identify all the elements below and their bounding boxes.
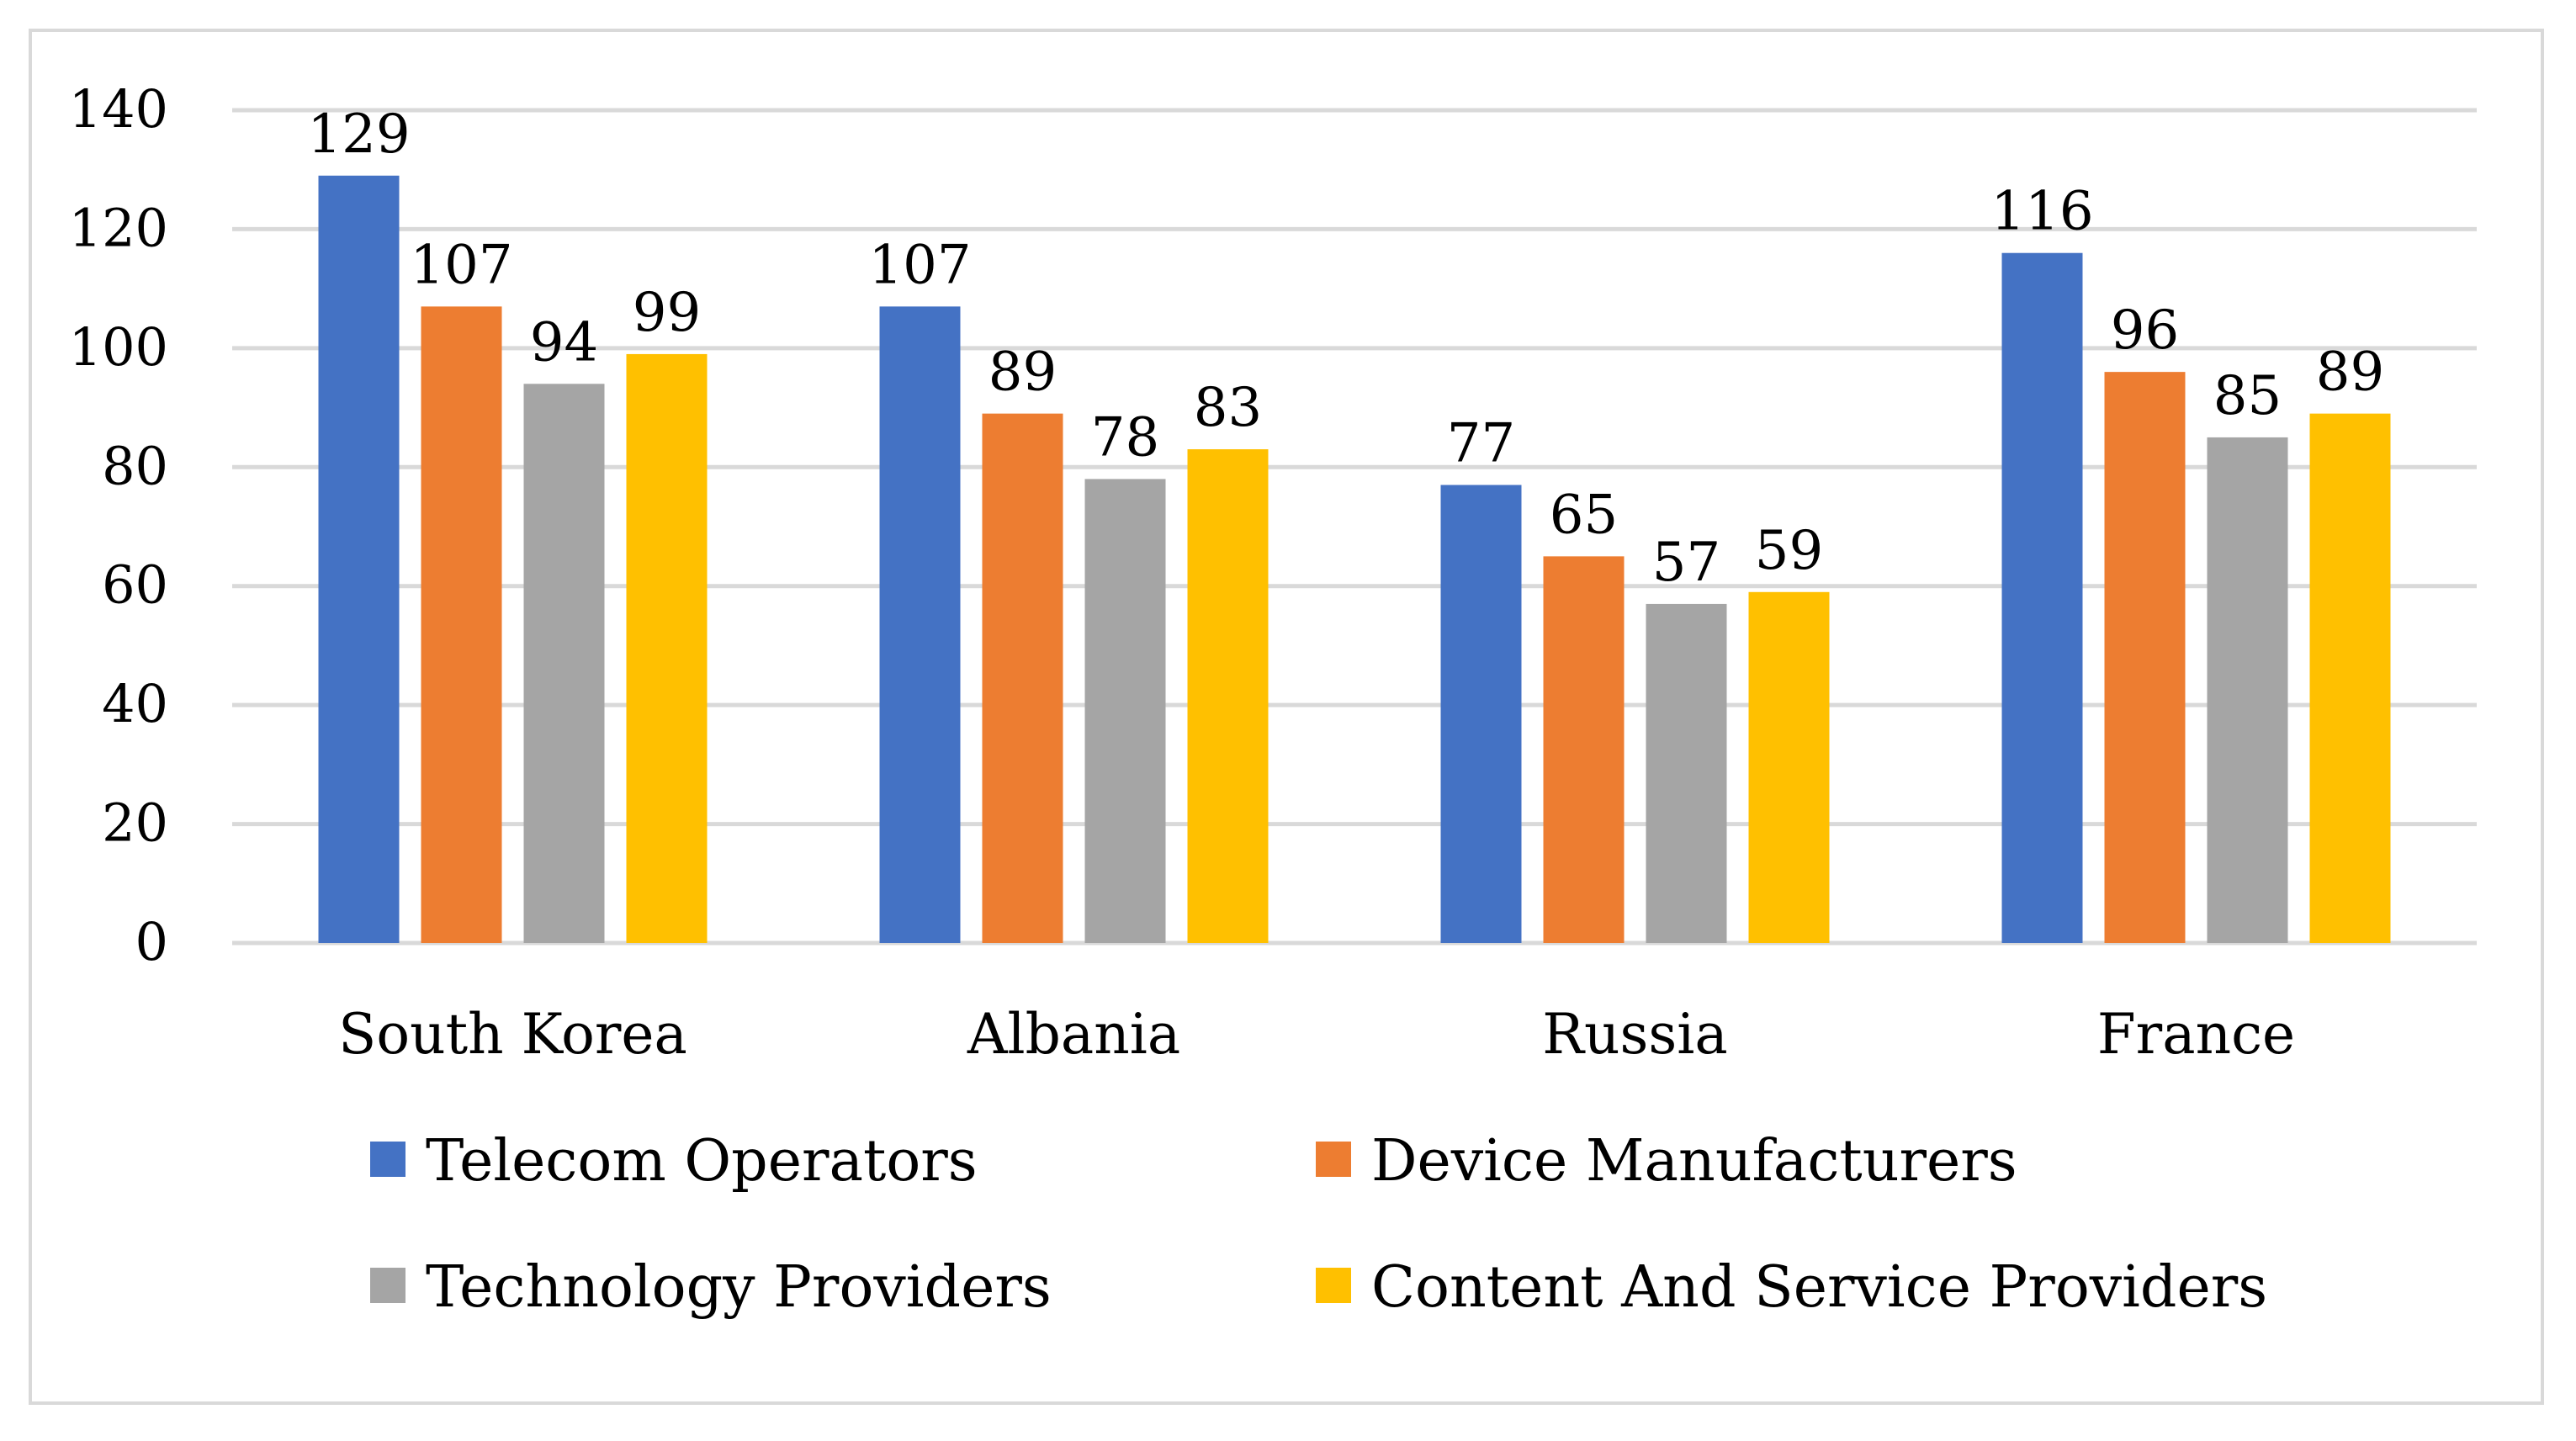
legend-swatch — [1316, 1268, 1351, 1303]
legend-label: Content And Service Providers — [1371, 1254, 2267, 1321]
y-tick-label: 40 — [102, 673, 168, 734]
data-label: 116 — [1990, 181, 2093, 243]
x-category-label: South Korea — [338, 1002, 687, 1067]
x-category-label: Russia — [1542, 1002, 1727, 1067]
data-label: 65 — [1550, 484, 1618, 546]
bar-russia-device-manufacturers — [1543, 556, 1625, 943]
bar-south-korea-content-and-service-providers — [626, 353, 708, 943]
data-label: 85 — [2213, 365, 2282, 427]
data-label: 96 — [2111, 299, 2179, 362]
bar-russia-technology-providers — [1646, 603, 1727, 943]
bar-france-content-and-service-providers — [2309, 413, 2391, 944]
bar-albania-content-and-service-providers — [1187, 449, 1269, 943]
legend-swatch — [1316, 1142, 1351, 1177]
y-tick-label: 20 — [102, 792, 168, 854]
bar-france-device-manufacturers — [2104, 372, 2186, 944]
bar-albania-device-manufacturers — [982, 413, 1063, 944]
bar-albania-telecom-operators — [879, 306, 961, 943]
data-label: 78 — [1091, 406, 1159, 469]
bar-russia-telecom-operators — [1440, 485, 1522, 943]
data-label: 129 — [307, 103, 410, 166]
y-tick-label: 60 — [102, 554, 168, 616]
x-category-label: France — [2097, 1002, 2295, 1067]
data-label: 107 — [868, 234, 971, 296]
data-label: 77 — [1447, 413, 1515, 475]
bars — [318, 175, 2391, 944]
data-label: 94 — [530, 311, 598, 373]
x-axis-category-labels: South Korea Albania Russia France — [338, 1002, 2295, 1067]
x-category-label: Albania — [967, 1002, 1180, 1067]
data-label: 89 — [989, 342, 1057, 404]
data-label: 57 — [1652, 532, 1720, 594]
y-tick-label: 120 — [69, 197, 168, 258]
bar-south-korea-technology-providers — [523, 384, 605, 943]
y-tick-label: 140 — [69, 78, 168, 140]
data-labels: 129 107 94 99 107 89 78 83 77 65 57 59 116 96 85 89 — [307, 103, 2384, 594]
bar-france-telecom-operators — [2001, 252, 2083, 943]
gridlines — [232, 108, 2477, 946]
legend-swatch — [370, 1142, 405, 1177]
legend-label: Technology Providers — [426, 1254, 1052, 1321]
y-tick-label: 80 — [102, 435, 168, 496]
bar-france-technology-providers — [2207, 437, 2288, 943]
legend-label: Device Manufacturers — [1371, 1128, 2017, 1195]
data-label: 83 — [1194, 377, 1262, 439]
legend-label: Telecom Operators — [426, 1128, 978, 1195]
legend-swatch — [370, 1268, 405, 1303]
y-tick-label: 0 — [135, 911, 168, 972]
bar-albania-technology-providers — [1084, 479, 1166, 943]
bar-south-korea-telecom-operators — [318, 175, 400, 944]
bar-russia-content-and-service-providers — [1748, 591, 1830, 943]
data-label: 59 — [1755, 520, 1823, 582]
y-axis-tick-labels: 0 20 40 60 80 100 120 140 — [69, 78, 168, 972]
data-label: 89 — [2316, 342, 2384, 404]
data-label: 99 — [633, 282, 701, 344]
bar-south-korea-device-manufacturers — [421, 306, 502, 943]
legend: Telecom Operators Device Manufacturers Tec… — [370, 1128, 2267, 1321]
y-tick-label: 100 — [69, 316, 168, 378]
data-label: 107 — [410, 234, 512, 296]
